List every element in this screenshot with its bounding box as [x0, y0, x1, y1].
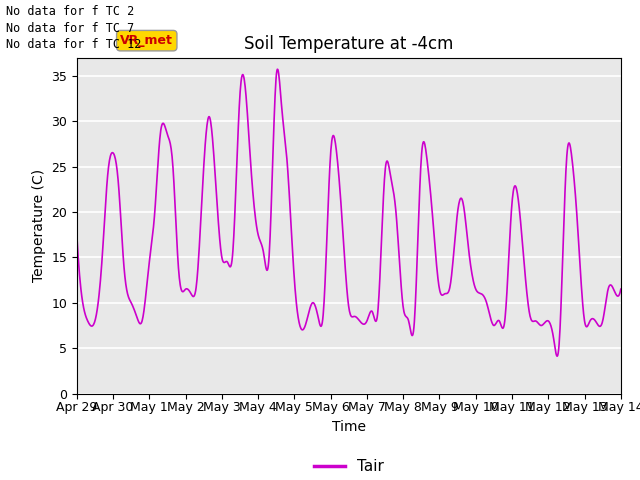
Text: No data for f TC 12: No data for f TC 12: [6, 38, 142, 51]
Text: No data for f TC 7: No data for f TC 7: [6, 22, 134, 35]
Text: No data for f TC 2: No data for f TC 2: [6, 5, 134, 18]
Title: Soil Temperature at -4cm: Soil Temperature at -4cm: [244, 35, 454, 53]
Legend: Tair: Tair: [308, 453, 390, 480]
X-axis label: Time: Time: [332, 420, 366, 434]
Text: VR_met: VR_met: [120, 34, 173, 47]
Y-axis label: Temperature (C): Temperature (C): [31, 169, 45, 282]
